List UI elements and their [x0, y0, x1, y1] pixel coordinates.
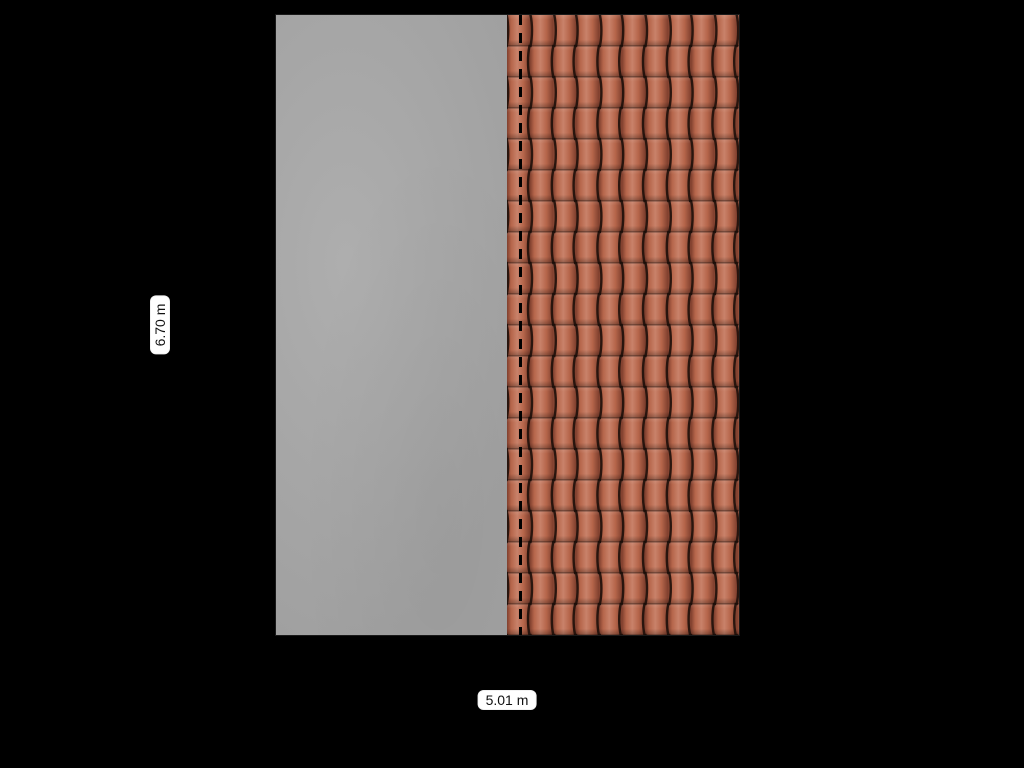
seam-dashed-line — [519, 15, 522, 635]
roof-tiles — [507, 15, 739, 635]
roof-right-panel — [507, 15, 739, 635]
diagram-canvas: 6.70 m 5.01 m — [0, 0, 1024, 768]
height-dimension-label: 6.70 m — [150, 296, 170, 355]
roof-left-panel — [276, 15, 509, 635]
roof-area — [275, 14, 740, 636]
width-dimension-label: 5.01 m — [478, 690, 537, 710]
